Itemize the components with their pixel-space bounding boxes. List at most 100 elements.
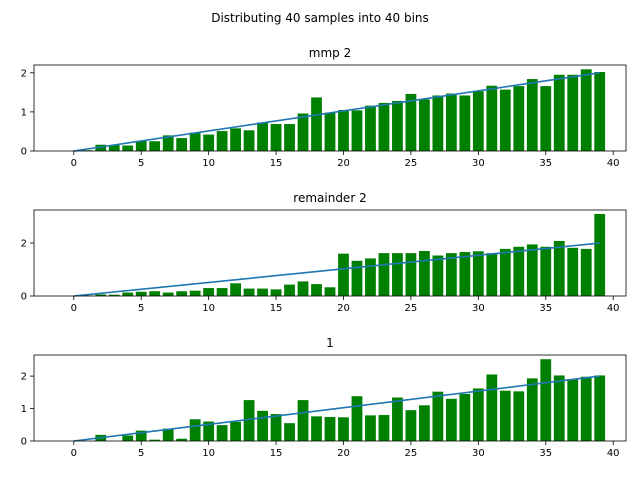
bar — [284, 423, 295, 441]
bar — [135, 291, 147, 296]
bar — [419, 405, 430, 441]
bar — [472, 388, 484, 441]
bar — [95, 294, 107, 296]
subplot-1: mmp 2 0 5 10 15 20 25 30 35 40 0 1 2 — [21, 46, 627, 169]
x-tick-label: 40 — [607, 303, 620, 314]
bar — [486, 85, 498, 151]
bar — [351, 260, 363, 296]
bar — [203, 421, 215, 441]
bar — [135, 140, 147, 151]
bar — [230, 421, 241, 441]
bar — [297, 400, 309, 441]
x-tick-label: 40 — [607, 448, 620, 459]
bar — [230, 128, 241, 151]
y-tick-label: 2 — [21, 239, 27, 250]
bar — [526, 378, 538, 441]
bar — [378, 415, 390, 441]
bar — [392, 253, 403, 296]
bar — [540, 359, 552, 441]
figure-title: Distributing 40 samples into 40 bins — [211, 11, 429, 25]
bar — [257, 410, 268, 441]
bar — [365, 415, 376, 441]
bar — [311, 97, 322, 151]
x-tick-label: 25 — [405, 303, 418, 314]
bar — [122, 292, 134, 296]
bar — [122, 145, 134, 151]
bar — [445, 253, 457, 296]
bar — [580, 248, 592, 296]
x-tick-label: 10 — [202, 303, 215, 314]
bar — [311, 284, 322, 296]
x-tick-label: 5 — [138, 448, 144, 459]
bar — [162, 292, 174, 296]
bar — [499, 390, 511, 441]
bar — [540, 246, 552, 296]
bar — [540, 86, 552, 151]
x-tick-label: 30 — [472, 448, 485, 459]
bar — [405, 253, 417, 296]
x-tick-label: 20 — [337, 448, 350, 459]
y-tick-label: 1 — [21, 107, 27, 118]
bar — [567, 74, 579, 151]
bar — [149, 141, 161, 151]
y-tick-label: 1 — [21, 404, 27, 415]
bar — [189, 419, 201, 441]
bar — [594, 72, 606, 151]
bar — [270, 414, 282, 441]
bar — [459, 95, 471, 151]
bar — [405, 410, 417, 441]
y-tick-label: 2 — [21, 68, 27, 79]
bar — [108, 294, 120, 296]
bar — [216, 288, 228, 296]
bar — [149, 439, 161, 441]
bar — [149, 291, 161, 296]
subplot-title: 1 — [326, 336, 334, 350]
bar — [378, 253, 390, 296]
bar — [297, 113, 309, 151]
bar — [405, 93, 417, 151]
bar — [108, 145, 120, 151]
y-tick-label: 0 — [21, 437, 27, 448]
bar — [513, 391, 525, 441]
bar — [135, 430, 147, 441]
bar — [392, 397, 403, 441]
subplot-title: remainder 2 — [293, 191, 366, 205]
x-tick-label: 30 — [472, 158, 485, 169]
bar — [216, 131, 228, 151]
x-tick-label: 15 — [270, 303, 283, 314]
bar — [472, 91, 484, 151]
bar — [176, 438, 188, 441]
bar — [176, 138, 188, 151]
x-tick-label: 15 — [270, 158, 283, 169]
bar — [553, 240, 565, 296]
x-tick-label: 35 — [539, 448, 552, 459]
bar — [432, 95, 444, 151]
bar — [351, 110, 363, 151]
subplot-2: remainder 2 0 5 10 15 20 25 30 35 40 0 2 — [21, 191, 627, 314]
bar — [270, 289, 282, 296]
bar — [392, 100, 403, 151]
bar — [297, 281, 309, 296]
bar — [513, 86, 525, 151]
bar — [526, 244, 538, 296]
bar — [365, 258, 376, 296]
bar — [243, 288, 255, 296]
bar — [580, 69, 592, 151]
bar — [445, 398, 457, 441]
bar — [472, 251, 484, 296]
bar — [122, 435, 134, 441]
bar — [338, 417, 349, 441]
reference-line — [73, 375, 600, 442]
bar — [445, 93, 457, 151]
bar — [162, 135, 174, 151]
bar — [230, 283, 241, 296]
x-tick-label: 20 — [337, 158, 350, 169]
bar — [419, 251, 430, 296]
bar — [594, 375, 606, 441]
bar — [419, 99, 430, 151]
bar — [203, 288, 215, 296]
x-tick-label: 5 — [138, 303, 144, 314]
axes-frame — [33, 354, 627, 442]
bar — [594, 213, 606, 296]
